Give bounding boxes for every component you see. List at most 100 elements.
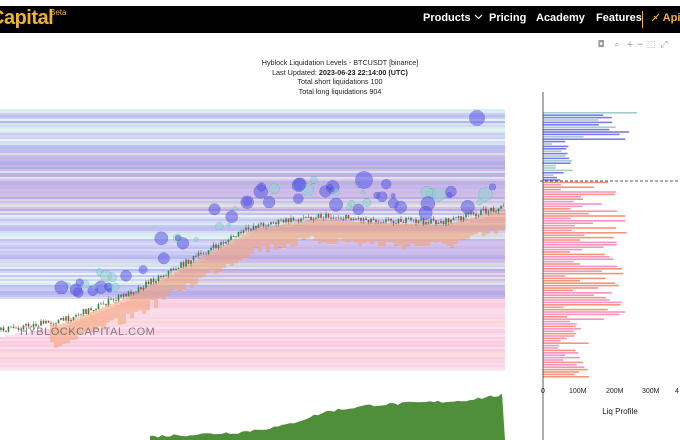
orange-liq-zone (430, 224, 434, 243)
liq-profile-label: Liq Profile (602, 407, 638, 416)
candle-body (217, 245, 220, 248)
candle-body (440, 221, 442, 223)
short-liquidations: Total short liquidations 100 (297, 77, 383, 87)
liq-bubble (107, 272, 118, 283)
candle-body (15, 327, 17, 329)
liq-profile-bar (543, 239, 581, 241)
candle-body (417, 220, 420, 223)
candle-body (12, 326, 15, 329)
liq-bubble (154, 231, 169, 246)
candle-body (117, 294, 120, 301)
profile-tick-400m: 4 (675, 388, 679, 395)
candle-body (422, 218, 425, 225)
orange-liq-zone (486, 213, 490, 234)
candle-body (312, 218, 315, 220)
liq-profile-bar (543, 373, 575, 376)
liq-bubble (345, 203, 353, 211)
candle-body (480, 210, 482, 216)
orange-liq-zone (298, 221, 302, 239)
candle-body (212, 244, 215, 248)
orange-liq-zone (442, 224, 446, 245)
liq-profile-bar (543, 203, 602, 205)
liq-profile-bar (543, 253, 605, 256)
orange-liq-zone (326, 219, 330, 245)
zoom-icon[interactable]: ⌕ (614, 40, 620, 50)
candle-body (282, 220, 285, 223)
brand-logo[interactable]: Capital Beta (0, 6, 80, 33)
candle-body (102, 303, 105, 305)
volume-fill (150, 393, 505, 440)
liq-profile-bar (543, 205, 583, 208)
candle-body (495, 211, 497, 213)
liq-profile-bar (543, 131, 630, 133)
liq-profile-bar (543, 162, 571, 164)
orange-liq-zone (190, 262, 194, 288)
candle-body (90, 308, 92, 310)
liq-profile-bar (543, 133, 620, 136)
orange-liq-zone (66, 321, 70, 344)
nav-products[interactable]: Products (423, 12, 483, 24)
candle-body (380, 221, 382, 223)
camera-icon[interactable]: ◘ (597, 40, 605, 50)
candle-body (165, 275, 167, 277)
liq-profile-bar (543, 138, 626, 140)
candle-body (287, 218, 290, 222)
volume-area (150, 393, 505, 440)
candle-body (467, 213, 470, 215)
candle-body (382, 222, 385, 224)
orange-liq-zone (162, 277, 166, 301)
candle-body (345, 215, 347, 219)
orange-liq-zone (462, 219, 466, 240)
candle-body (452, 218, 455, 220)
orange-liq-zone (198, 258, 202, 278)
box-select-icon[interactable]: ⬚ (646, 40, 656, 50)
orange-liq-zone (310, 219, 314, 237)
candle-body (82, 309, 85, 315)
candle-body (437, 222, 440, 225)
candle-body (352, 218, 355, 221)
candle-body (442, 221, 445, 225)
liq-bubble (193, 236, 199, 243)
orange-liq-zone (270, 226, 274, 244)
autoscale-icon[interactable]: ⤢ (660, 40, 668, 50)
nav-pricing[interactable]: Pricing (489, 12, 527, 24)
nav-api[interactable]: Api (651, 12, 680, 24)
orange-liq-zone (146, 286, 150, 311)
liq-bubble (329, 186, 335, 192)
liq-profile-bar (543, 368, 588, 371)
candle-body (402, 221, 405, 223)
liq-profile-bar (543, 232, 627, 234)
nav-features[interactable]: Features (596, 12, 642, 24)
candle-body (337, 217, 340, 219)
candle-body (62, 318, 65, 321)
candle-body (125, 294, 127, 297)
candle-body (132, 292, 135, 295)
zoom-in-icon[interactable]: + (626, 40, 634, 50)
candle-body (77, 314, 80, 316)
candle-body (432, 218, 435, 221)
liq-profile-bar (543, 301, 622, 304)
liq-profile-bar (543, 371, 580, 373)
candle-body (325, 214, 327, 219)
liq-profile-bar (543, 119, 599, 121)
candle-body (135, 291, 137, 293)
orange-liq-zone (102, 306, 106, 330)
candle-body (360, 217, 362, 221)
candle-body (107, 298, 110, 306)
orange-liq-zone (330, 219, 334, 245)
liq-profile-bar (543, 294, 594, 296)
candle-body (490, 208, 492, 212)
profile-tick-200m: 200M (606, 388, 624, 395)
candle-body (220, 242, 222, 245)
liquidation-bubbles (54, 110, 497, 298)
nav-academy[interactable]: Academy (536, 12, 585, 24)
candle-body (205, 253, 207, 255)
liq-profile-bar (543, 244, 617, 246)
candle-body (247, 227, 250, 229)
liq-profile-bar (543, 150, 562, 152)
candle-body (370, 218, 372, 223)
candle-body (307, 216, 310, 218)
zoom-out-icon[interactable]: − (636, 40, 644, 50)
candle-body (265, 225, 267, 227)
